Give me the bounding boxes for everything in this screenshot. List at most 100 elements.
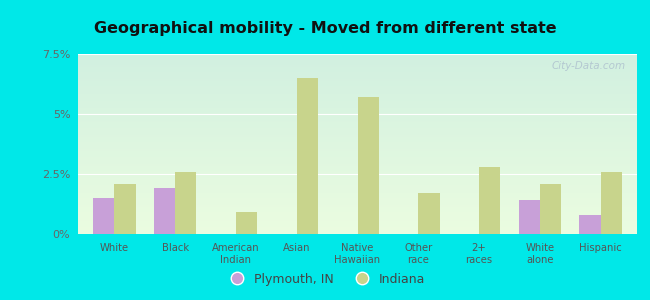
Bar <box>78 164 637 166</box>
Bar <box>78 180 637 182</box>
Bar <box>78 216 637 218</box>
Bar <box>78 79 637 81</box>
Bar <box>78 85 637 86</box>
Bar <box>78 196 637 198</box>
Bar <box>358 97 379 234</box>
Bar <box>78 209 637 211</box>
Bar <box>78 92 637 94</box>
Bar <box>78 74 637 76</box>
Bar <box>78 225 637 227</box>
Bar <box>78 205 637 207</box>
Bar <box>78 122 637 124</box>
Bar <box>78 81 637 83</box>
Bar <box>78 198 637 200</box>
Bar <box>78 137 637 139</box>
Bar <box>601 172 622 234</box>
Bar <box>78 173 637 175</box>
Bar <box>78 131 637 133</box>
Bar <box>78 178 637 180</box>
Bar <box>78 94 637 95</box>
Bar <box>78 113 637 115</box>
Bar <box>78 157 637 158</box>
Bar <box>78 126 637 128</box>
Bar <box>78 155 637 157</box>
Bar <box>154 188 176 234</box>
Bar <box>78 203 637 205</box>
Bar <box>93 198 114 234</box>
Bar <box>176 172 196 234</box>
Bar <box>78 108 637 110</box>
Bar <box>78 229 637 230</box>
Bar <box>78 194 637 196</box>
Bar <box>78 97 637 99</box>
Bar <box>519 200 540 234</box>
Bar <box>78 65 637 67</box>
Bar <box>78 115 637 117</box>
Bar <box>78 76 637 77</box>
Bar <box>78 232 637 234</box>
Bar <box>78 130 637 131</box>
Bar <box>78 56 637 58</box>
Bar <box>78 202 637 203</box>
Bar <box>78 162 637 164</box>
Bar <box>78 182 637 184</box>
Bar <box>78 124 637 126</box>
Bar <box>78 153 637 155</box>
Bar <box>78 67 637 68</box>
Bar <box>78 140 637 142</box>
Bar <box>78 189 637 191</box>
Bar <box>78 142 637 144</box>
Bar <box>479 167 501 234</box>
Bar <box>78 144 637 146</box>
Bar <box>78 200 637 202</box>
Bar <box>78 214 637 216</box>
Bar <box>78 191 637 193</box>
Bar <box>78 187 637 189</box>
Bar <box>78 169 637 171</box>
Bar <box>78 68 637 70</box>
Bar <box>78 220 637 221</box>
Bar <box>78 146 637 148</box>
Bar <box>78 184 637 185</box>
Bar <box>78 121 637 122</box>
Bar <box>418 193 439 234</box>
Bar <box>78 221 637 223</box>
Bar <box>297 78 318 234</box>
Bar <box>78 167 637 169</box>
Bar <box>78 171 637 173</box>
Bar <box>78 58 637 59</box>
Bar <box>579 215 601 234</box>
Bar <box>78 95 637 97</box>
Bar <box>78 158 637 160</box>
Bar <box>78 227 637 229</box>
Bar <box>78 151 637 153</box>
Bar <box>78 72 637 74</box>
Bar <box>78 104 637 106</box>
Bar <box>78 230 637 232</box>
Bar <box>540 184 561 234</box>
Bar <box>78 61 637 63</box>
Bar <box>78 212 637 214</box>
Bar <box>78 160 637 162</box>
Bar <box>78 223 637 225</box>
Bar <box>78 133 637 135</box>
Bar <box>78 83 637 85</box>
Bar <box>78 185 637 187</box>
Bar <box>78 54 637 56</box>
Bar <box>78 99 637 101</box>
Bar <box>78 101 637 103</box>
Bar <box>78 175 637 176</box>
Bar <box>78 176 637 178</box>
Bar <box>78 112 637 113</box>
Bar <box>78 218 637 220</box>
Bar <box>78 86 637 88</box>
Bar <box>78 88 637 90</box>
Bar <box>78 211 637 212</box>
Bar <box>114 184 136 234</box>
Bar <box>78 166 637 167</box>
Bar <box>78 149 637 151</box>
Bar <box>78 117 637 119</box>
Bar <box>78 148 637 149</box>
Bar <box>78 63 637 65</box>
Bar <box>78 110 637 112</box>
